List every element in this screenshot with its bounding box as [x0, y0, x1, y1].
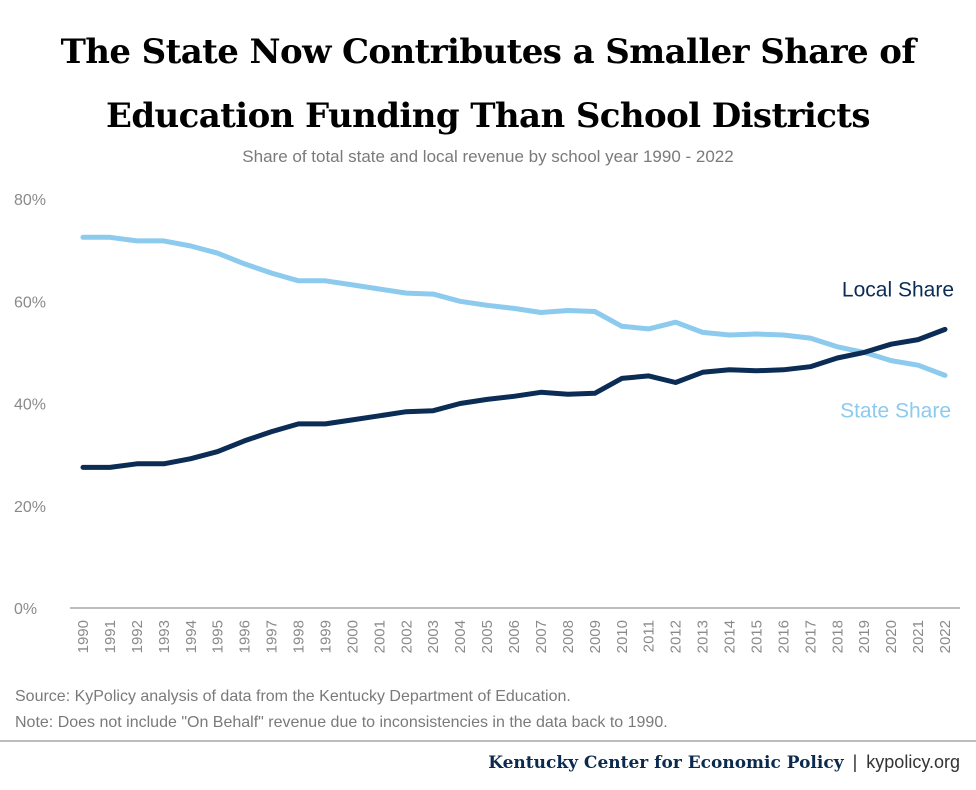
y-tick-label: 20%: [14, 499, 46, 516]
state-share-label: State Share: [840, 399, 951, 422]
x-tick-label: 1997: [264, 620, 281, 653]
x-tick-label: 2007: [533, 620, 550, 653]
x-tick-label: 2011: [641, 620, 658, 652]
x-tick-label: 1992: [129, 620, 146, 653]
x-tick-label: 2003: [425, 620, 442, 653]
y-tick-label: 40%: [14, 397, 46, 414]
x-tick-label: 1994: [183, 620, 200, 653]
x-tick-label: 2005: [479, 620, 496, 653]
x-tick-label: 2002: [398, 620, 415, 653]
chart-subtitle: Share of total state and local revenue b…: [242, 147, 734, 166]
x-tick-label: 2019: [856, 620, 873, 653]
local-share-line: [80, 326, 948, 470]
x-tick-label: 2006: [506, 620, 523, 653]
state-share-line: [80, 234, 948, 378]
x-tick-label: 2000: [344, 620, 361, 653]
footer-divider: [0, 740, 976, 742]
x-tick-label: 2014: [722, 620, 739, 653]
y-tick-label: 80%: [14, 192, 46, 209]
chart-title-line-2: Education Funding Than School Districts: [106, 96, 871, 136]
x-tick-label: 1999: [317, 620, 334, 653]
chart-title-line-1: The State Now Contributes a Smaller Shar…: [60, 32, 916, 72]
x-tick-label: 1998: [291, 620, 308, 653]
footer: Kentucky Center for Economic Policy | ky…: [488, 752, 960, 773]
x-tick-label: 2009: [587, 620, 604, 653]
x-tick-label: 2010: [614, 620, 631, 653]
x-tick-label: 2015: [748, 620, 765, 653]
footer-separator: |: [852, 752, 858, 772]
x-tick-label: 2022: [937, 620, 954, 653]
x-tick-label: 2004: [452, 620, 469, 653]
data-note: Note: Does not include "On Behalf" reven…: [15, 714, 668, 731]
y-tick-label: 0%: [14, 601, 37, 618]
x-tick-label: 1993: [156, 620, 173, 653]
x-tick-label: 2001: [371, 620, 388, 653]
x-tick-label: 1996: [237, 620, 254, 653]
local-share-label: Local Share: [842, 278, 954, 301]
x-tick-label: 2013: [695, 620, 712, 653]
x-tick-label: 2021: [910, 620, 927, 653]
y-tick-label: 60%: [14, 294, 46, 311]
y-axis-ticks: 0% 20% 40% 60% 80%: [14, 192, 46, 618]
line-chart: 0%20%40%60%80% 1990 1991 1992 1993 1994 1995 1…: [14, 192, 960, 653]
x-tick-label: 2012: [668, 620, 685, 653]
x-tick-label: 1990: [75, 620, 92, 653]
x-tick-label: 2017: [802, 620, 819, 653]
x-axis-ticks: 1990 1991 1992 1993 1994 1995 1996 1997 1998 1999…: [75, 620, 954, 653]
x-tick-label: 2018: [829, 620, 846, 653]
x-tick-label: 1995: [210, 620, 227, 653]
x-tick-label: 2008: [560, 620, 577, 653]
footer-website[interactable]: kypolicy.org: [866, 752, 960, 772]
footer-organization: Kentucky Center for Economic Policy: [488, 753, 844, 773]
x-tick-label: 1991: [102, 620, 119, 653]
chart-notes: Source: KyPolicy analysis of data from t…: [15, 684, 668, 736]
x-tick-label: 2020: [883, 620, 900, 653]
x-tick-label: 2016: [775, 620, 792, 653]
series-layer: [80, 234, 948, 470]
source-note: Source: KyPolicy analysis of data from t…: [15, 688, 571, 705]
chart-title: The State Now Contributes a Smaller Shar…: [0, 20, 976, 148]
